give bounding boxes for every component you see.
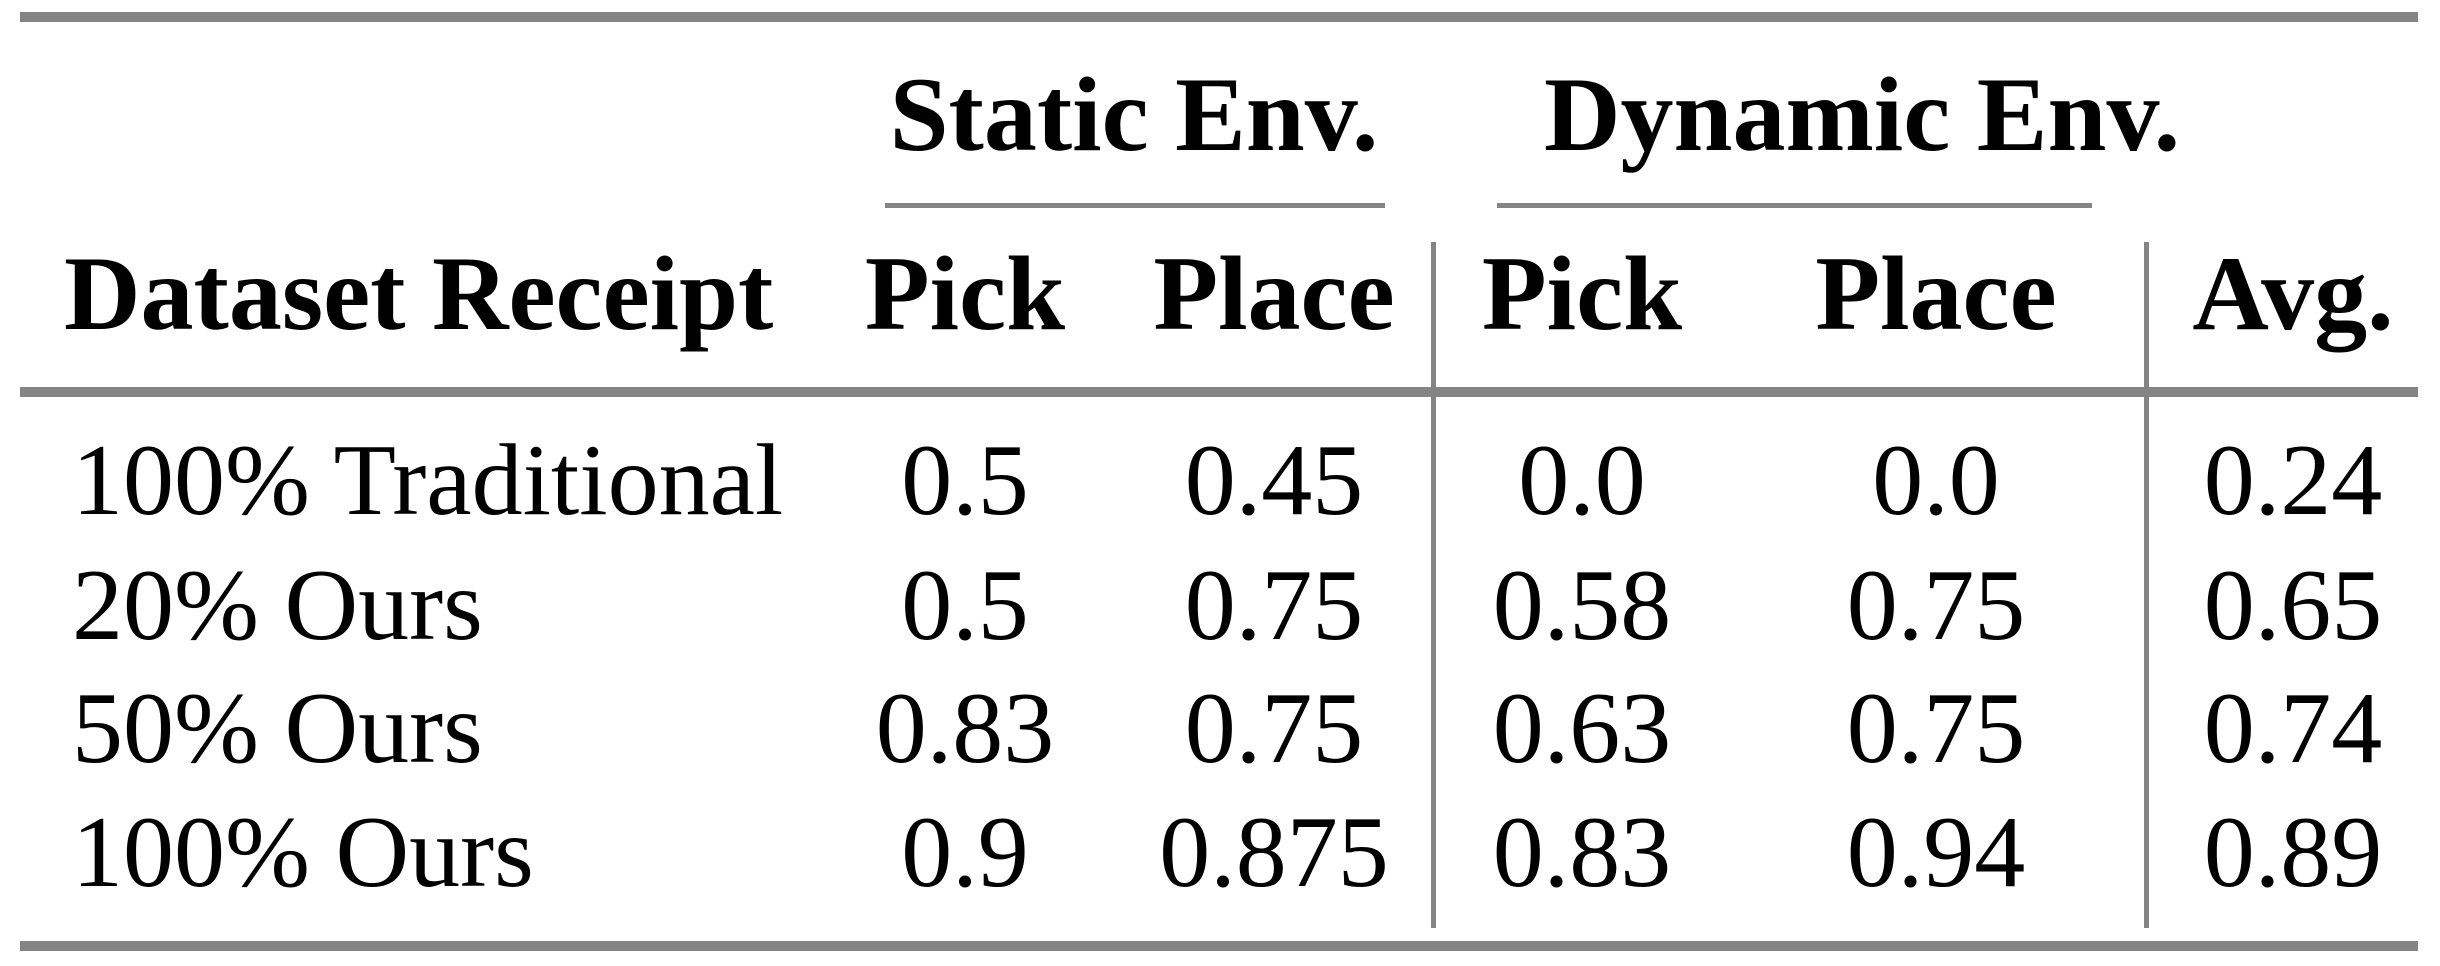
cell-r0-dynamic-pick: 0.0 (1518, 424, 1646, 537)
cell-r0-static-place: 0.45 (1184, 424, 1364, 537)
static-env-underline (885, 203, 1385, 208)
cell-r2-static-place: 0.75 (1184, 672, 1364, 785)
cell-r1-static-place: 0.75 (1184, 549, 1364, 662)
column-header-static-pick: Pick (864, 235, 1066, 352)
column-header-static-place: Place (1153, 235, 1395, 352)
column-header-dataset-receipt: Dataset Receipt (64, 235, 774, 352)
cell-r3-static-place: 0.875 (1159, 796, 1389, 909)
dynamic-env-underline (1497, 203, 2092, 208)
row-label-ours-20: 20% Ours (72, 549, 483, 662)
cell-r1-avg: 0.65 (2203, 549, 2383, 662)
table-bottom-rule (20, 941, 2418, 951)
table-top-rule (20, 12, 2418, 22)
divider-avg (2144, 242, 2149, 928)
column-header-dynamic-pick: Pick (1481, 235, 1683, 352)
cell-r3-static-pick: 0.9 (901, 796, 1029, 909)
cell-r2-avg: 0.74 (2203, 672, 2383, 785)
column-header-avg: Avg. (2192, 235, 2394, 352)
divider-static-dynamic (1431, 242, 1436, 928)
table-header-rule (20, 387, 2418, 397)
cell-r0-dynamic-place: 0.0 (1872, 424, 2000, 537)
cell-r3-dynamic-place: 0.94 (1846, 796, 2026, 909)
column-header-dynamic-place: Place (1815, 235, 2057, 352)
row-label-traditional-100: 100% Traditional (72, 424, 784, 537)
cell-r3-dynamic-pick: 0.83 (1492, 796, 1672, 909)
row-label-ours-50: 50% Ours (72, 672, 483, 785)
row-label-ours-100: 100% Ours (72, 796, 534, 909)
cell-r1-dynamic-pick: 0.58 (1492, 549, 1672, 662)
cell-r2-dynamic-place: 0.75 (1846, 672, 2026, 785)
cell-r2-dynamic-pick: 0.63 (1492, 672, 1672, 785)
group-header-static-env: Static Env. (889, 56, 1379, 173)
group-header-dynamic-env: Dynamic Env. (1544, 56, 2181, 173)
cell-r1-dynamic-place: 0.75 (1846, 549, 2026, 662)
cell-r1-static-pick: 0.5 (901, 549, 1029, 662)
cell-r2-static-pick: 0.83 (875, 672, 1055, 785)
cell-r3-avg: 0.89 (2203, 796, 2383, 909)
cell-r0-static-pick: 0.5 (901, 424, 1029, 537)
cell-r0-avg: 0.24 (2203, 424, 2383, 537)
